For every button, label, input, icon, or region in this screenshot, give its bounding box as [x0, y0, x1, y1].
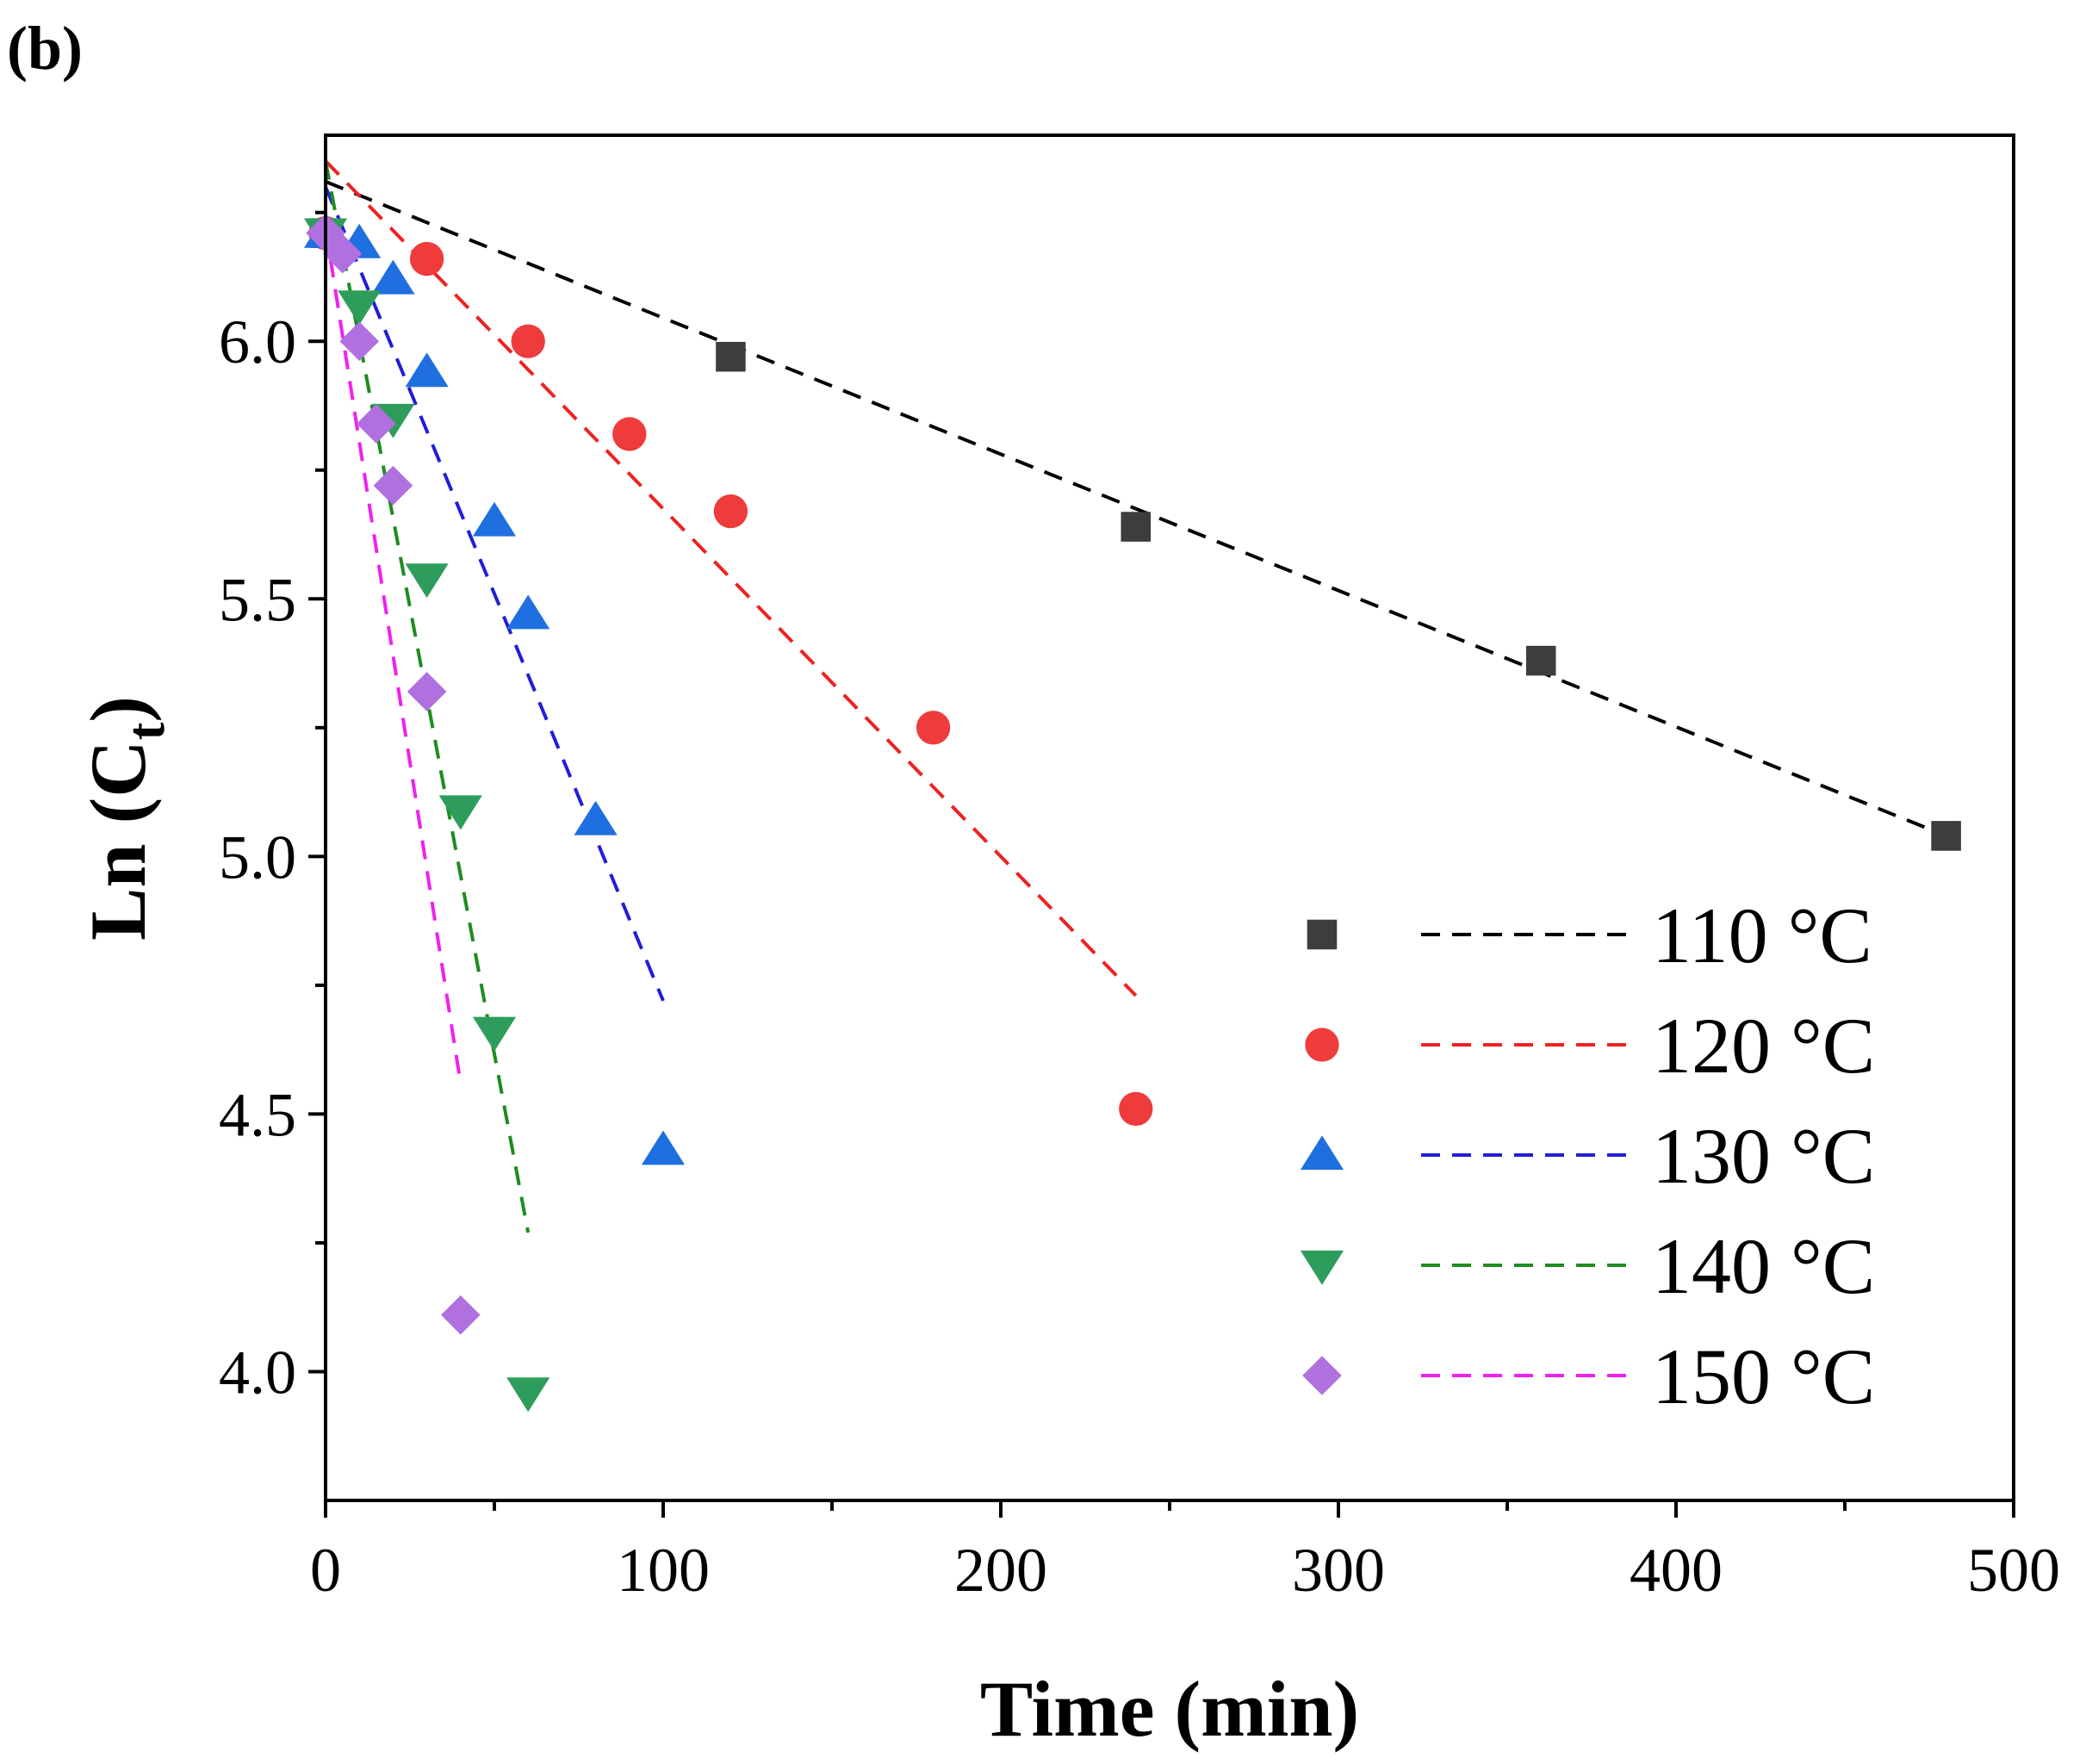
y-axis-label-main: Ln (C	[74, 740, 162, 941]
legend-marker-2	[1305, 1028, 1339, 1062]
data-point-series-3	[506, 594, 550, 630]
y-axis-label: Ln (Ct)	[74, 696, 176, 941]
data-point-series-3	[574, 800, 618, 835]
data-point-series-5	[357, 404, 396, 444]
legend-label-1: 110 °C	[1652, 891, 1872, 979]
x-tick-label: 0	[310, 1536, 341, 1605]
data-point-series-5	[322, 233, 363, 274]
legend-marker-3	[1300, 1135, 1344, 1171]
data-point-series-2	[1119, 1091, 1153, 1127]
legend-label-3: 130 °C	[1652, 1112, 1875, 1200]
x-tick-label: 500	[1967, 1536, 2060, 1605]
data-point-series-5	[407, 672, 447, 711]
panel-label: (b)	[7, 14, 83, 83]
x-tick-label: 100	[617, 1536, 710, 1605]
legend-marker-5	[1302, 1356, 1342, 1395]
data-markers	[303, 213, 1961, 1413]
data-point-series-1	[1525, 645, 1556, 676]
y-tick-label: 5.0	[219, 823, 296, 891]
y-tick-label: 5.5	[219, 565, 296, 634]
data-point-series-5	[339, 321, 379, 362]
x-tick-label: 200	[954, 1536, 1047, 1605]
x-axis: 0 100 200 300 400 500	[310, 1500, 2060, 1605]
data-point-series-5	[441, 1295, 481, 1335]
data-point-series-2	[511, 324, 545, 358]
fit-line-5	[324, 227, 463, 1084]
y-tick-label: 4.5	[219, 1080, 296, 1149]
data-point-series-5	[373, 465, 413, 506]
legend-label-4: 140 °C	[1652, 1222, 1875, 1310]
legend: 110 °C 120 °C 130 °C 140 °C 150 °C	[1300, 891, 1875, 1420]
y-axis-label-close: )	[74, 696, 162, 723]
data-point-series-4	[506, 1377, 550, 1413]
legend-marker-1	[1307, 919, 1338, 950]
x-tick-label: 300	[1292, 1536, 1385, 1605]
data-point-series-3	[371, 259, 415, 295]
data-point-series-2	[409, 241, 444, 276]
y-tick-label: 6.0	[219, 307, 296, 376]
data-point-series-4	[438, 795, 482, 830]
fit-line-1	[325, 179, 1947, 838]
data-point-series-4	[338, 290, 382, 326]
data-point-series-4	[472, 1016, 517, 1052]
data-point-series-1	[1121, 512, 1152, 542]
data-point-series-2	[612, 417, 647, 451]
legend-label-5: 150 °C	[1652, 1332, 1875, 1420]
y-tick-label: 4.0	[219, 1338, 296, 1407]
data-point-series-3	[472, 501, 517, 537]
fit-line-3	[324, 186, 665, 1002]
legend-label-2: 120 °C	[1652, 1002, 1875, 1090]
x-tick-label: 400	[1630, 1536, 1723, 1605]
data-point-series-4	[405, 563, 449, 599]
data-point-series-1	[1931, 821, 1961, 851]
legend-marker-4	[1300, 1250, 1344, 1285]
data-point-series-3	[641, 1130, 686, 1165]
data-point-series-2	[713, 494, 748, 529]
data-point-series-3	[405, 352, 449, 388]
x-axis-label: Time (min)	[980, 1665, 1359, 1753]
y-axis-label-subscript: t	[117, 722, 176, 740]
data-point-series-2	[916, 711, 951, 745]
data-point-series-1	[716, 341, 746, 372]
fit-line-2	[324, 159, 1138, 997]
y-axis: 4.0 4.5 5.0 5.5 6.0	[219, 210, 326, 1407]
